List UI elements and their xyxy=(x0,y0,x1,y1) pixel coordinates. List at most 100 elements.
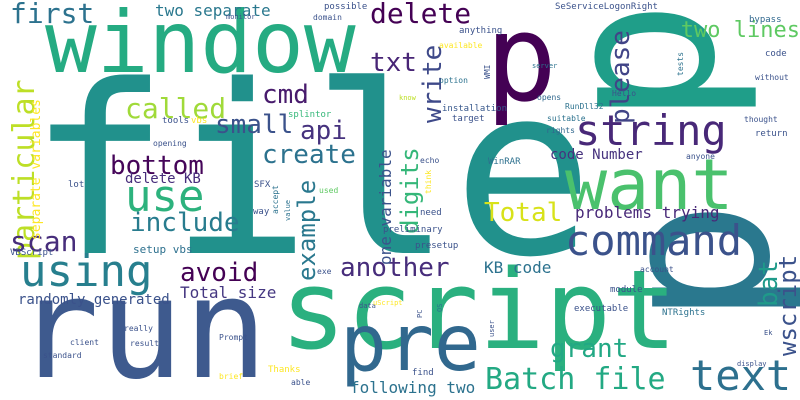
cloud-word: anything xyxy=(459,26,503,36)
cloud-word: installation xyxy=(442,104,508,114)
cloud-word: bottom xyxy=(110,151,204,181)
cloud-word: know xyxy=(399,94,416,102)
cloud-word: Hello xyxy=(612,89,637,98)
cloud-word: RunDll32 xyxy=(565,102,604,111)
cloud-word: another xyxy=(340,253,450,283)
cloud-word: think xyxy=(424,169,433,194)
cloud-word: SFX xyxy=(254,180,271,190)
cloud-word: Batch file xyxy=(485,362,666,397)
cloud-word: splintor xyxy=(288,110,332,120)
cloud-word: opening xyxy=(153,139,187,148)
cloud-word: Ek xyxy=(764,329,773,337)
cloud-word: brief xyxy=(219,372,244,381)
cloud-word: result xyxy=(130,339,159,348)
cloud-word: return xyxy=(755,129,788,139)
cloud-word: problems trying xyxy=(575,203,720,222)
cloud-word: delete KB xyxy=(125,171,201,187)
cloud-word: script xyxy=(280,246,678,374)
cloud-word: find xyxy=(412,368,434,378)
cloud-word: client xyxy=(70,338,99,347)
cloud-word: run xyxy=(15,248,268,400)
cloud-word: first xyxy=(10,0,95,30)
cloud-word: module xyxy=(610,285,643,295)
cloud-word: p xyxy=(485,0,558,129)
cloud-word: need xyxy=(420,208,442,218)
cloud-word: Total xyxy=(484,198,563,228)
cloud-word: use xyxy=(125,171,205,222)
cloud-word: example xyxy=(293,179,321,281)
cloud-word: SeServiceLogonRight xyxy=(555,2,658,12)
cloud-word: target xyxy=(452,114,485,124)
cloud-word: echo xyxy=(420,156,440,165)
cloud-word: presetup xyxy=(415,241,459,251)
cloud-word: Total size xyxy=(180,283,277,302)
cloud-word: delete xyxy=(370,0,472,30)
cloud-word: please xyxy=(606,29,636,124)
cloud-word: file xyxy=(28,36,594,309)
cloud-word: want xyxy=(565,144,734,226)
cloud-word: following two xyxy=(350,378,476,397)
cloud-word: domain xyxy=(313,13,342,22)
cloud-word: Prompt xyxy=(219,333,248,342)
cloud-word: create xyxy=(262,140,356,170)
cloud-word: rights xyxy=(546,126,575,135)
cloud-word: exe xyxy=(317,267,332,276)
cloud-word: really xyxy=(124,324,153,333)
cloud-word: called xyxy=(125,92,227,125)
cloud-word: small xyxy=(215,110,294,140)
cloud-word: code Number xyxy=(550,147,643,163)
cloud-word: server xyxy=(532,62,558,70)
cloud-word: setup vbs xyxy=(133,243,193,256)
cloud-word: anyone xyxy=(686,152,715,161)
cloud-word: window xyxy=(45,0,356,93)
cloud-word: possible xyxy=(324,2,368,12)
cloud-word: WinRAR xyxy=(488,157,521,167)
cloud-word: two lines xyxy=(680,18,800,43)
cloud-word: tests xyxy=(676,51,685,76)
cloud-word: executable xyxy=(574,304,629,314)
cloud-word: cmd xyxy=(262,80,309,110)
cloud-word: OS xyxy=(436,303,444,313)
cloud-word: account xyxy=(640,265,674,274)
cloud-word: used xyxy=(319,186,339,195)
cloud-word: data xyxy=(359,302,376,310)
cloud-word: VBScript xyxy=(10,248,54,258)
cloud-word: value xyxy=(284,199,292,221)
cloud-word: without xyxy=(755,73,789,82)
cloud-word: thought xyxy=(744,115,778,124)
cloud-word: suitable xyxy=(547,114,586,123)
cloud-word: lot xyxy=(68,180,85,190)
cloud-word: digits xyxy=(396,147,424,235)
cloud-word: WMI xyxy=(483,64,492,80)
cloud-word: vbs xyxy=(191,116,208,126)
cloud-word: scan xyxy=(10,225,78,258)
cloud-word: text xyxy=(690,351,792,400)
cloud-word: able xyxy=(291,378,311,387)
cloud-word: code xyxy=(765,49,787,59)
cloud-word: display xyxy=(737,360,767,368)
cloud-word: randomly generated xyxy=(18,292,170,308)
cloud-word: bypass xyxy=(749,15,782,25)
cloud-word: opens xyxy=(537,93,562,102)
cloud-word: api xyxy=(300,116,347,146)
cloud-word: command xyxy=(565,216,743,265)
cloud-word: string xyxy=(575,106,727,155)
cloud-word: using xyxy=(20,246,153,297)
cloud-word: Thanks xyxy=(268,365,301,375)
cloud-word: txt xyxy=(370,48,417,78)
cloud-word: wscript xyxy=(774,254,800,356)
cloud-word: monitor xyxy=(226,13,256,21)
cloud-word: NTRights xyxy=(662,308,706,318)
cloud-word: accept xyxy=(271,184,280,214)
cloud-word: preliminary xyxy=(383,225,443,235)
cloud-word: uScript xyxy=(373,299,403,307)
cloud-word: standard xyxy=(43,351,82,360)
cloud-word: pre xyxy=(340,299,481,389)
cloud-word: available xyxy=(439,41,483,50)
cloud-word: user xyxy=(488,319,496,337)
cloud-word: avoid xyxy=(180,258,259,288)
cloud-word: two separate xyxy=(155,1,271,20)
cloud-word: option xyxy=(439,76,468,85)
cloud-word: KB code xyxy=(484,258,552,277)
